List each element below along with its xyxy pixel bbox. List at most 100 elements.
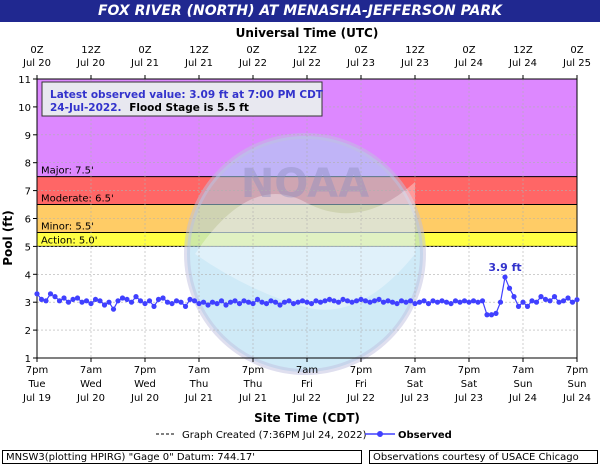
data-point-76: [376, 296, 382, 303]
band-label-3: Action: 5.0': [41, 235, 98, 246]
data-point-42: [223, 302, 229, 308]
y-tick-label-3: 3: [25, 298, 31, 309]
data-point-49: [254, 296, 261, 303]
data-point-69: [344, 298, 351, 304]
data-point-98: [475, 299, 481, 305]
grid-lines: [37, 79, 577, 358]
data-point-6: [61, 295, 67, 301]
data-point-38: [205, 302, 211, 308]
data-point-25: [146, 298, 153, 304]
noaa-logo-ring: [184, 133, 426, 375]
data-point-22: [133, 294, 139, 300]
datum-footer: MNSW3(plotting HPIRG) "Gage 0" Datum: 74…: [2, 450, 362, 464]
data-point-70: [349, 299, 355, 305]
data-point-21: [128, 299, 135, 305]
data-point-29: [164, 299, 171, 305]
bottom-tick-date-10: Jul 24: [562, 393, 591, 404]
data-point-120: [574, 297, 580, 303]
bottom-tick-day-10: Sun: [567, 379, 586, 390]
data-point-118: [565, 295, 571, 301]
bottom-tick-day-1: Wed: [80, 379, 102, 390]
y-tick-label-6: 6: [25, 215, 31, 226]
data-point-107: [515, 303, 522, 309]
data-point-19: [119, 295, 126, 301]
data-point-117: [560, 298, 567, 304]
data-point-62: [313, 298, 319, 304]
chart-title: FOX RIVER (NORTH) AT MENASHA-JEFFERSON P…: [97, 3, 503, 19]
bottom-tick-time-6: 7pm: [350, 365, 372, 376]
data-point-32: [178, 299, 184, 305]
data-point-9: [74, 295, 81, 301]
top-tick-label-10: 0Z: [570, 45, 583, 56]
data-point-85: [416, 299, 423, 305]
legend: Graph Created (7:36PM Jul 24, 2022) Obse…: [156, 430, 452, 441]
data-point-43: [227, 299, 234, 305]
data-point-15: [101, 302, 108, 308]
data-point-80: [394, 300, 400, 307]
data-point-10: [79, 299, 85, 305]
info-flood-stage: Flood Stage is 5.5 ft: [129, 102, 249, 114]
data-point-17: [110, 306, 117, 312]
data-point-14: [97, 298, 103, 304]
data-point-61: [308, 300, 315, 307]
bottom-tick-date-2: Jul 20: [130, 393, 159, 404]
data-point-78: [385, 298, 391, 304]
data-point-92: [448, 300, 454, 307]
top-tick-label-9: 12Z: [513, 45, 533, 56]
band-label-0: Major: 7.5': [41, 166, 94, 177]
data-point-47: [245, 299, 252, 305]
bottom-tick-time-0: 7pm: [26, 365, 48, 376]
data-point-72: [358, 296, 364, 303]
data-point-40: [214, 300, 220, 307]
top-tick-date-9: Jul 24: [508, 58, 537, 69]
bottom-tick-date-1: Jul 20: [76, 393, 105, 404]
axes: 1 2 3 4 5 6 7 8 9 10 11 0Z Jul 20 12Z Jul 20 0Z Jul 21 12…: [18, 45, 591, 404]
data-point-3: [47, 291, 54, 297]
data-point-109: [524, 303, 531, 309]
data-point-111: [533, 299, 540, 305]
top-tick-label-4: 0Z: [246, 45, 259, 56]
data-point-119: [569, 299, 576, 305]
data-point-115: [551, 294, 558, 300]
data-point-77: [380, 299, 387, 305]
data-point-11: [83, 298, 90, 304]
data-point-73: [362, 298, 369, 304]
data-point-50: [259, 299, 265, 305]
top-axis-label: Universal Time (UTC): [236, 26, 379, 40]
top-tick-date-6: Jul 23: [346, 58, 375, 69]
y-tick-label-11: 11: [18, 75, 31, 86]
noaa-logo-bird: [195, 182, 415, 310]
bottom-tick-day-8: Sat: [461, 379, 477, 390]
bottom-tick-date-9: Jul 24: [508, 393, 537, 404]
data-point-34: [187, 296, 193, 303]
top-tick-date-0: Jul 20: [22, 58, 51, 69]
data-point-89: [434, 299, 441, 305]
top-tick-label-1: 12Z: [81, 45, 101, 56]
data-point-12: [88, 300, 94, 307]
bottom-tick-day-6: Fri: [355, 379, 367, 390]
top-tick-label-0: 0Z: [30, 45, 43, 56]
data-point-27: [155, 296, 162, 303]
data-point-106: [511, 294, 517, 300]
bottom-tick-day-5: Fri: [301, 379, 313, 390]
data-point-104: [502, 274, 508, 280]
bottom-tick-time-4: 7pm: [242, 365, 264, 376]
top-tick-date-3: Jul 21: [184, 58, 213, 69]
title-bar: FOX RIVER (NORTH) AT MENASHA-JEFFERSON P…: [0, 0, 600, 22]
data-point-108: [520, 299, 526, 305]
top-tick-label-6: 0Z: [354, 45, 367, 56]
top-tick-date-2: Jul 21: [130, 58, 159, 69]
data-point-103: [497, 299, 504, 305]
peak-annotation: 3.9 ft: [488, 261, 521, 274]
data-point-23: [137, 298, 144, 304]
info-box-frame: [41, 81, 323, 117]
bottom-tick-time-7: 7am: [404, 365, 426, 376]
data-point-30: [169, 300, 175, 307]
data-point-81: [398, 298, 405, 304]
hydrograph-chart: Major: 7.5' Moderate: 6.5' Minor: 5.5' Acti…: [1, 26, 591, 441]
data-point-16: [106, 299, 112, 305]
data-point-95: [461, 298, 468, 304]
data-point-66: [331, 298, 337, 304]
data-point-83: [407, 298, 414, 304]
data-point-99: [479, 298, 486, 304]
